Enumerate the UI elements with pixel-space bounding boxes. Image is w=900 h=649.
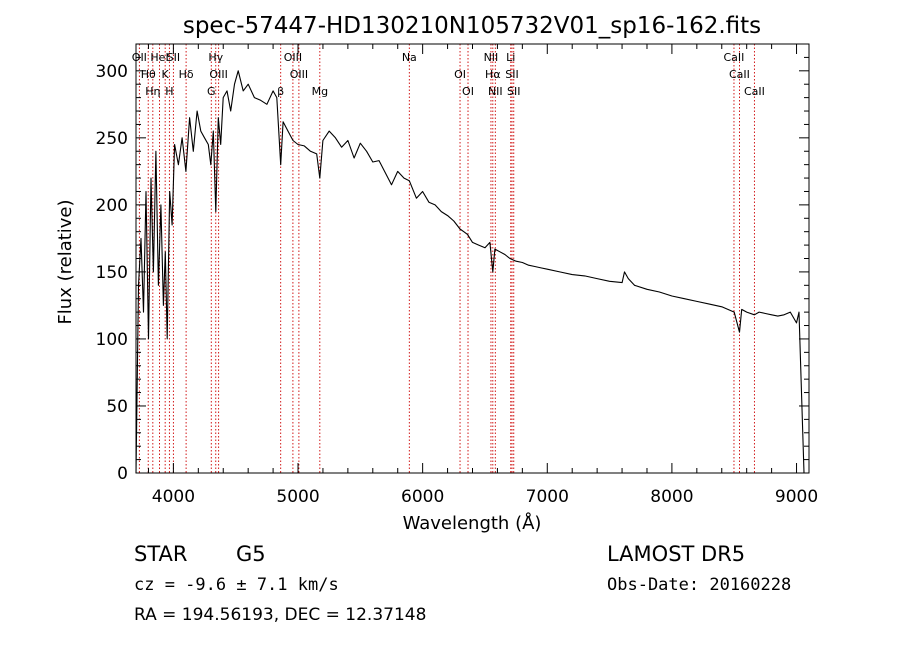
- line-marker-label: Hδ: [179, 68, 194, 81]
- x-tick-label: 4000: [152, 487, 195, 507]
- line-marker-label: SII: [505, 68, 518, 81]
- x-tick-label: 7000: [526, 487, 569, 507]
- x-tick-label: 5000: [276, 487, 319, 507]
- line-marker-label: OI: [454, 68, 466, 81]
- plot-frame: [135, 43, 810, 474]
- line-marker-label: CaII: [729, 68, 750, 81]
- line-marker-label: SII: [507, 85, 520, 98]
- y-tick-label: 250: [96, 129, 128, 149]
- y-axis-ticks: 0 50 100 150 200 250 300: [96, 56, 809, 484]
- coordinates-text: RA = 194.56193, DEC = 12.37148: [134, 605, 426, 625]
- line-marker-label: Na: [402, 51, 417, 64]
- x-axis-ticks: 4000 5000 6000 7000 8000 9000: [147, 44, 818, 507]
- line-marker-label: OIII: [290, 68, 308, 81]
- line-marker-label: OIII: [284, 51, 302, 64]
- radial-velocity-text: cz = -9.6 ± 7.1 km/s: [134, 575, 339, 595]
- line-marker-label: HeI: [150, 51, 168, 64]
- line-marker-label: OI: [462, 85, 474, 98]
- x-tick-label: 6000: [401, 487, 444, 507]
- x-tick-label: 8000: [650, 487, 693, 507]
- line-marker-label: CaII: [744, 85, 765, 98]
- spectral-line-labels: OIIHθHηHeIKHSIIHδGHγOIIIβOIIIOIIIMgNaOIO…: [132, 51, 765, 98]
- y-axis-label: Flux (relative): [55, 199, 76, 324]
- line-marker-label: CaII: [724, 51, 745, 64]
- line-marker-label: NII: [484, 51, 499, 64]
- line-marker-label: β: [277, 85, 284, 98]
- spectrum-line: [135, 70, 805, 474]
- line-marker-label: G: [207, 85, 216, 98]
- x-tick-label: 9000: [775, 487, 818, 507]
- object-subclass-label: G5: [236, 542, 266, 566]
- line-marker-label: K: [162, 68, 170, 81]
- line-marker-label: Hγ: [208, 51, 223, 64]
- obs-date-text: Obs-Date: 20160228: [607, 575, 791, 595]
- line-marker-label: H: [165, 85, 173, 98]
- y-tick-label: 300: [96, 62, 128, 82]
- x-axis-label: Wavelength (Å): [403, 512, 542, 534]
- y-tick-label: 100: [96, 330, 128, 350]
- line-marker-label: SII: [167, 51, 180, 64]
- y-tick-label: 50: [106, 397, 128, 417]
- survey-label: LAMOST DR5: [607, 542, 745, 566]
- y-tick-label: 200: [96, 196, 128, 216]
- object-class-label: STAR: [134, 542, 187, 566]
- line-marker-label: Mg: [312, 85, 328, 98]
- line-marker-label: Hα: [485, 68, 501, 81]
- spectral-line-markers: [138, 44, 755, 473]
- line-marker-label: Hθ: [141, 68, 156, 81]
- y-tick-label: 150: [96, 263, 128, 283]
- line-marker-label: NII: [488, 85, 503, 98]
- line-marker-label: Li: [506, 51, 515, 64]
- chart-title: spec-57447-HD130210N105732V01_sp16-162.f…: [183, 13, 761, 39]
- y-tick-label: 0: [117, 464, 128, 484]
- line-marker-label: Hη: [145, 85, 160, 98]
- line-marker-label: OIII: [209, 68, 227, 81]
